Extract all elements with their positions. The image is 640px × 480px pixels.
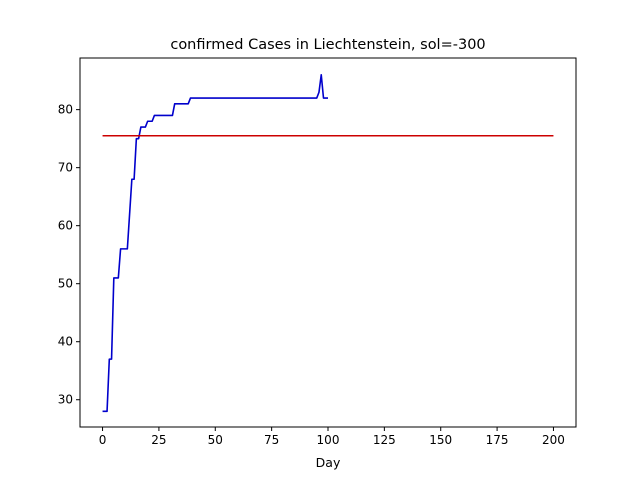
y-tick-label: 30 [58, 393, 73, 407]
x-tick-label: 100 [317, 433, 340, 447]
x-tick-label: 50 [208, 433, 223, 447]
x-tick-label: 25 [151, 433, 166, 447]
x-axis-label: Day [316, 455, 341, 470]
series-layer [102, 74, 554, 413]
y-tick-label: 40 [58, 335, 73, 349]
x-tick-label: 175 [486, 433, 509, 447]
x-tick-label: 150 [429, 433, 452, 447]
y-tick-label: 80 [58, 103, 73, 117]
y-tick-label: 60 [58, 219, 73, 233]
y-tick-label: 70 [58, 161, 73, 175]
x-tick-label: 75 [264, 433, 279, 447]
x-tick-label: 125 [373, 433, 396, 447]
y-axis: 30 40 50 60 70 80 [58, 103, 80, 407]
series-line-1 [102, 74, 328, 413]
chart-title: confirmed Cases in Liechtenstein, sol=-3… [170, 37, 485, 53]
x-axis: 0 25 50 75 100 125 150 175 200 [99, 427, 565, 447]
y-tick-label: 50 [58, 277, 73, 291]
x-tick-label: 0 [99, 433, 107, 447]
x-tick-label: 200 [542, 433, 565, 447]
